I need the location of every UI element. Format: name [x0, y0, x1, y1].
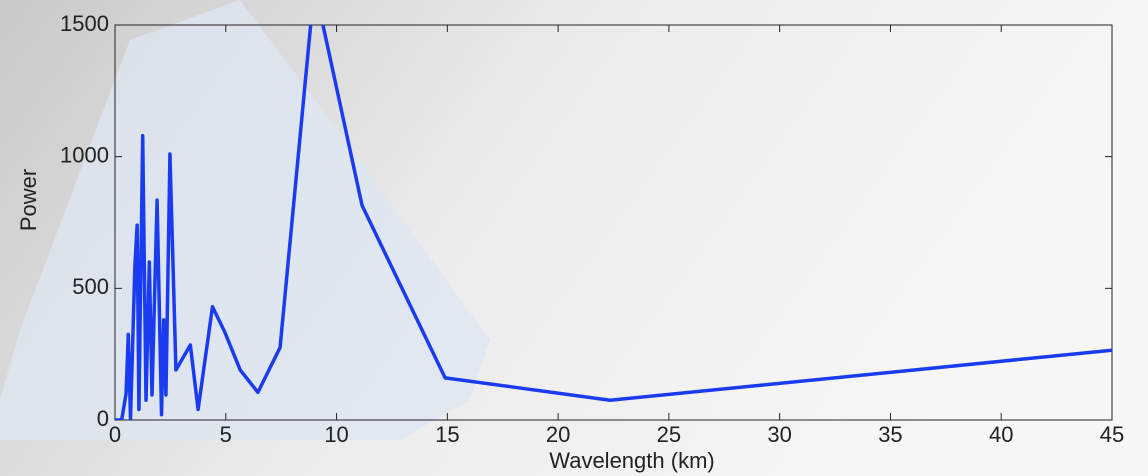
- y-axis-label: Power: [16, 169, 41, 231]
- x-tick-label: 10: [324, 422, 348, 447]
- x-tick-label: 20: [546, 422, 570, 447]
- x-tick-label: 45: [1100, 422, 1124, 447]
- x-tick-label: 15: [435, 422, 459, 447]
- y-tick-label: 1000: [60, 142, 109, 167]
- x-tick-label: 25: [657, 422, 681, 447]
- y-tick-label: 500: [72, 274, 109, 299]
- x-tick-label: 30: [767, 422, 791, 447]
- x-tick-label: 40: [989, 422, 1013, 447]
- x-tick-label: 35: [878, 422, 902, 447]
- x-tick-label: 5: [220, 422, 232, 447]
- chart: Wavelength (km) Power 0 5 10 15 20 25 30 35 40 45…: [0, 0, 1148, 476]
- x-axis-label: Wavelength (km): [549, 448, 714, 473]
- x-tick-label: 0: [109, 422, 121, 447]
- page: {"chart_data": {"type": "line", "xlabel"…: [0, 0, 1148, 476]
- y-tick-label: 0: [97, 406, 109, 431]
- y-tick-label: 1500: [60, 11, 109, 36]
